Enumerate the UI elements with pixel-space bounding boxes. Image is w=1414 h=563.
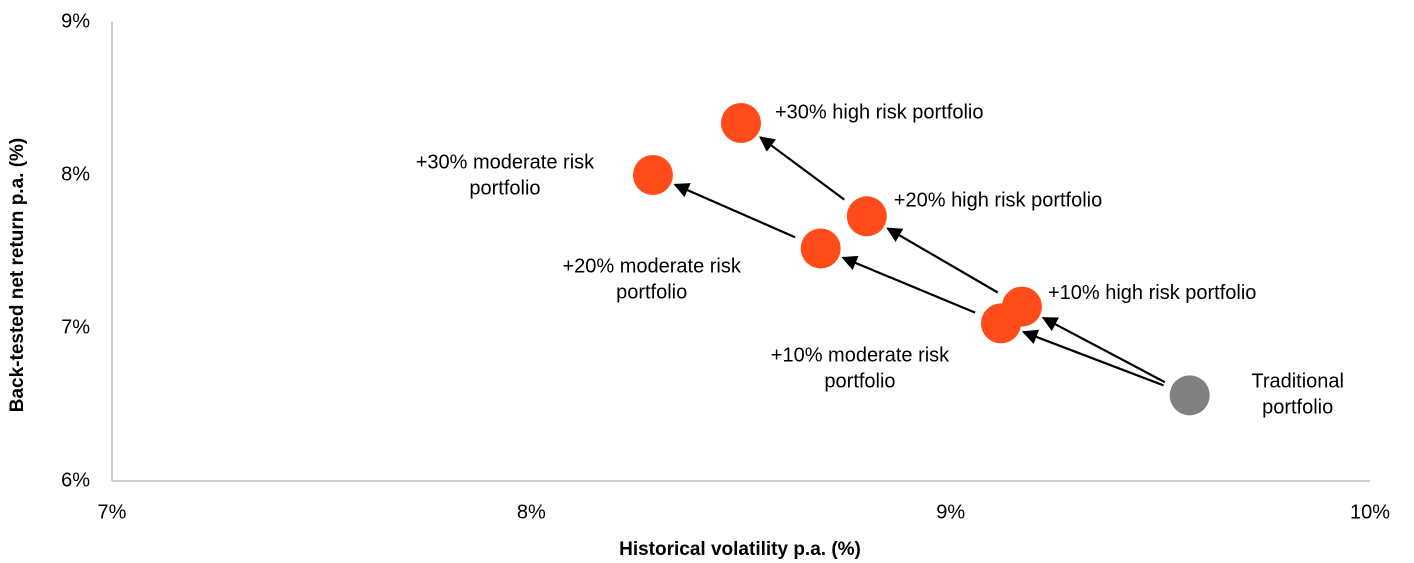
y-tick-label: 8%: [61, 163, 90, 185]
point-label: +20% moderate risk: [562, 256, 741, 278]
point-label: +30% moderate risk: [416, 151, 595, 173]
arrow: [1041, 316, 1166, 384]
y-tick-label: 6%: [61, 469, 90, 491]
x-axis-title: Historical volatility p.a. (%): [619, 539, 861, 560]
point-label: portfolio: [469, 177, 540, 199]
point-label: portfolio: [616, 282, 687, 304]
point: [800, 228, 841, 269]
x-tick-label: 8%: [517, 501, 546, 523]
point: [1001, 286, 1042, 327]
point: [846, 196, 887, 237]
arrow: [673, 183, 796, 239]
point-label: +10% moderate risk: [771, 345, 950, 367]
point: [1169, 375, 1210, 416]
point-label: portfolio: [1262, 397, 1333, 419]
point: [721, 102, 761, 143]
x-tick-label: 9%: [936, 501, 965, 523]
arrow: [886, 227, 999, 294]
x-tick-label: 10%: [1350, 501, 1390, 523]
arrow: [841, 255, 976, 314]
arrow: [1021, 329, 1164, 387]
point-label: +10% high risk portfolio: [1048, 282, 1256, 304]
point: [632, 155, 673, 195]
x-tick-label: 7%: [98, 501, 127, 523]
y-tick-label: 7%: [61, 316, 90, 338]
point-label: +30% high risk portfolio: [775, 101, 983, 123]
point-label: +20% high risk portfolio: [894, 190, 1102, 212]
point-label: Traditional: [1251, 371, 1344, 393]
y-axis-title: Back-tested net return p.a. (%): [7, 138, 28, 413]
point-label: portfolio: [824, 371, 895, 393]
y-tick-label: 9%: [61, 10, 90, 32]
arrow: [759, 136, 845, 201]
